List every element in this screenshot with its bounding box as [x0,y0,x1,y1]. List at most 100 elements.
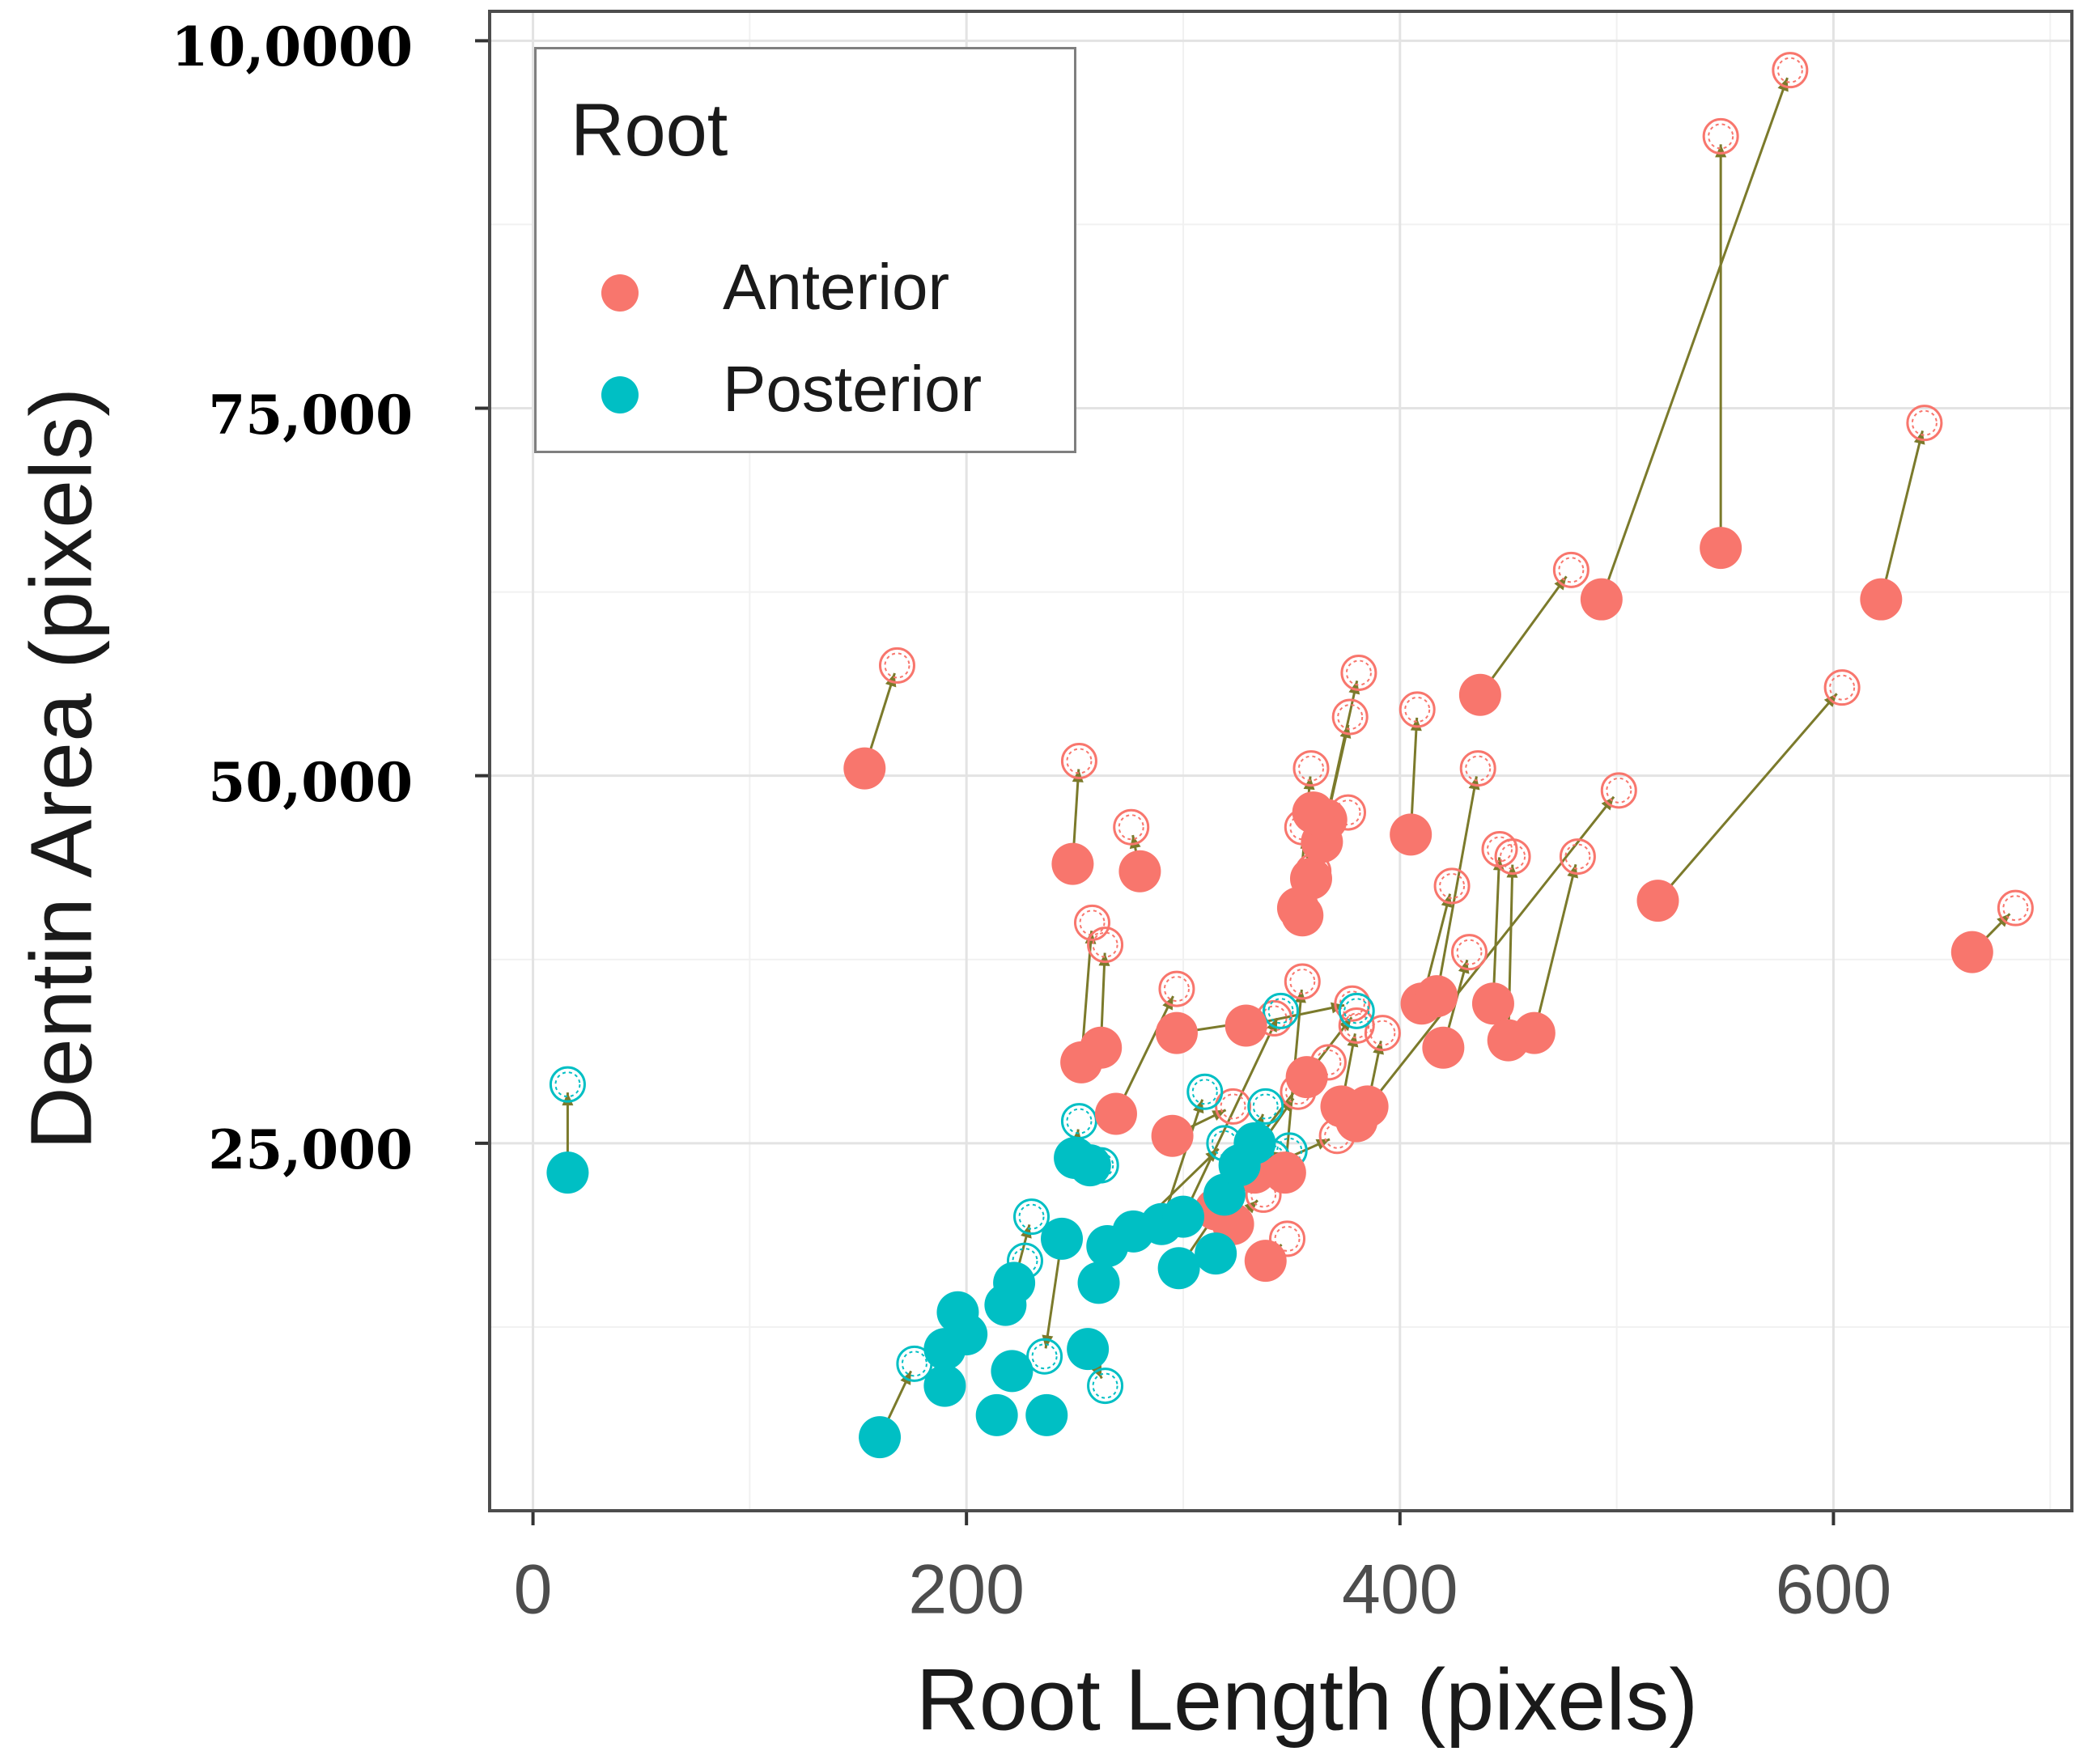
hollow-point-ring [1261,1005,1288,1032]
hollow-point-ring [1220,1093,1246,1120]
filled-point [1281,894,1324,937]
hollow-point [1284,963,1321,1000]
filled-point [1471,982,1514,1025]
y-tick-label: 25,000 [208,1117,413,1181]
hollow-point-ring [1339,990,1365,1017]
hollow-point-ring [1252,1093,1279,1120]
hollow-point-ring [2002,895,2029,922]
hollow-point [1186,1073,1224,1110]
filled-point [843,747,886,790]
hollow-point [1494,838,1531,876]
hollow-point-ring [1315,1049,1342,1075]
filled-point [1244,1240,1287,1283]
hollow-point-ring [884,652,910,679]
hollow-point-ring [1066,1108,1093,1134]
legend-swatch-anterior [601,274,639,312]
hollow-point-ring [1369,1020,1396,1046]
filled-point [1416,975,1458,1018]
legend-label-anterior: Anterior [723,251,950,323]
arrow-head [1129,835,1141,850]
arrow-line [1435,776,1478,997]
hollow-point-ring [1911,409,1938,436]
filled-points [546,527,1993,1459]
filled-point [1041,1217,1084,1260]
hollow-point-ring [1031,1343,1058,1370]
filled-point [945,1313,988,1355]
hollow-point [1702,117,1739,155]
plot-border [488,10,2073,1512]
hollow-point [1450,934,1488,971]
filled-point [1051,842,1094,885]
hollow-point [1247,1088,1284,1125]
x-tick-label: 0 [513,1550,553,1629]
filled-point [1077,1262,1120,1304]
filled-point [1195,1232,1237,1275]
filled-point [1580,578,1623,621]
filled-point [1080,1026,1123,1069]
filled-point [1263,1151,1306,1194]
hollow-point [1060,743,1097,779]
hollow-point-ring [1439,872,1466,899]
hollow-point-ring [554,1071,581,1098]
filled-point [991,1350,1034,1393]
hollow-point [1087,927,1124,964]
hollow-point [1215,1088,1252,1125]
hollow-point-ring [1297,755,1324,782]
filled-point [1233,1122,1276,1164]
arrow-head [1042,1334,1054,1349]
hollow-point [1338,992,1375,1029]
hollow-point-ring [1465,755,1492,782]
hollow-point-ring [1274,1225,1301,1252]
hollow-point [1158,970,1195,1007]
x-tick-label: 400 [1342,1550,1458,1629]
arrow-line [1114,995,1174,1115]
hollow-point [1552,551,1590,588]
hollow-point-ring [1191,1079,1218,1105]
hollow-point-ring [1335,799,1361,826]
hollow-point [1087,1368,1124,1405]
hollow-point [1340,655,1377,691]
filled-point [1292,791,1335,834]
hollow-point [1600,772,1637,809]
hollow-point-ring [1118,814,1144,841]
filled-point [1636,880,1679,922]
hollow-point [1559,838,1596,876]
arrow-line [1600,77,1789,600]
hollow-point [1334,985,1371,1022]
filled-point [1422,1026,1465,1069]
hollow-point-ring [1337,704,1364,730]
hollow-point [1331,698,1369,736]
filled-point [1700,527,1742,570]
hollow-point [1459,750,1496,787]
x-tick-label: 600 [1775,1550,1892,1629]
legend: Root Anterior Posterior [534,47,1076,453]
hollow-point-ring [1708,123,1734,150]
filled-point [1335,1100,1378,1143]
filled-point [546,1151,589,1194]
hollow-point [1026,1338,1063,1375]
y-tick-label: 10,0000 [171,15,413,79]
axis-ticks [475,39,1836,1525]
filled-point [1157,1247,1200,1290]
hollow-point-ring [1088,1152,1114,1179]
filled-point [1860,578,1903,621]
hollow-point [1399,691,1436,728]
filled-point [1118,850,1161,893]
hollow-point-ring [1343,1012,1370,1039]
filled-point [975,1393,1018,1436]
arrow-line [1492,857,1501,1004]
filled-point [1289,857,1332,900]
hollow-point [1772,52,1809,89]
hollow-point-ring [1558,557,1585,583]
hollow-point-ring [1486,836,1513,863]
filled-point [1513,1011,1556,1054]
hollow-point-ring [1456,939,1483,965]
hollow-point [1263,992,1299,1029]
hollow-point [1823,669,1861,706]
filled-point [1067,1328,1110,1371]
hollow-point-ring [1018,1203,1045,1230]
arrow-line [1657,693,1838,902]
hollow-point [1269,1220,1306,1257]
arrow-line [1325,680,1359,821]
